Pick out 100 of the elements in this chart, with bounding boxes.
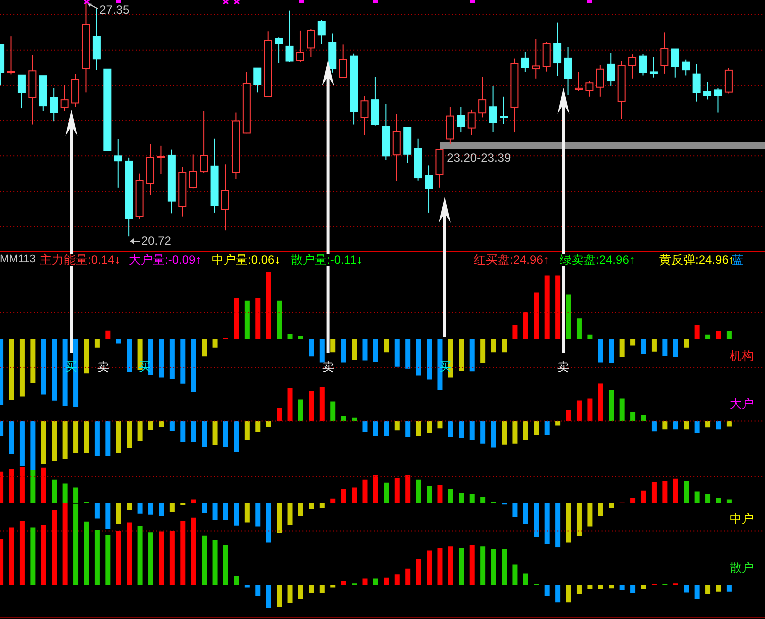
bar bbox=[706, 585, 711, 594]
bar bbox=[94, 503, 100, 519]
bar bbox=[256, 585, 261, 596]
bar bbox=[0, 472, 4, 504]
bar bbox=[202, 503, 208, 514]
annotation: 卖 bbox=[97, 360, 110, 374]
bar bbox=[223, 503, 228, 520]
bar bbox=[630, 585, 636, 594]
bar bbox=[576, 503, 582, 536]
bar bbox=[556, 276, 561, 339]
bar bbox=[384, 482, 390, 504]
candlestick bbox=[532, 38, 540, 80]
annotation: 20.72 bbox=[141, 234, 172, 248]
bar bbox=[148, 421, 154, 430]
bar bbox=[277, 503, 282, 533]
bar bbox=[459, 421, 464, 438]
bar bbox=[556, 503, 561, 548]
candlestick bbox=[360, 96, 369, 136]
bar bbox=[170, 421, 175, 432]
bar bbox=[159, 532, 164, 586]
bar bbox=[352, 418, 358, 422]
bar bbox=[470, 494, 475, 504]
candlestick bbox=[446, 106, 454, 145]
bar bbox=[662, 421, 668, 430]
bar bbox=[180, 521, 186, 586]
bar bbox=[706, 494, 711, 504]
candlestick bbox=[254, 68, 262, 94]
bar bbox=[502, 549, 508, 586]
bar bbox=[352, 488, 358, 504]
bar bbox=[52, 421, 58, 462]
bar bbox=[523, 503, 528, 524]
bar bbox=[320, 585, 325, 594]
bar bbox=[609, 339, 614, 364]
candlestick bbox=[564, 47, 572, 96]
bar bbox=[694, 492, 700, 504]
bar bbox=[106, 330, 111, 339]
bar bbox=[427, 550, 432, 586]
candlestick bbox=[114, 138, 122, 188]
bar bbox=[41, 421, 46, 464]
bar bbox=[491, 339, 496, 353]
bar bbox=[330, 339, 336, 353]
bar bbox=[212, 421, 218, 446]
band-label: 23.20-23.39 bbox=[447, 151, 512, 166]
bar bbox=[9, 528, 14, 586]
bar bbox=[620, 398, 625, 422]
bar bbox=[148, 339, 154, 376]
bar bbox=[373, 421, 378, 436]
bar bbox=[212, 503, 218, 520]
bar bbox=[266, 272, 272, 339]
bar bbox=[406, 568, 411, 586]
bar bbox=[652, 482, 657, 504]
bar bbox=[588, 585, 593, 590]
bar bbox=[609, 585, 614, 589]
bar bbox=[84, 421, 90, 454]
bar bbox=[662, 339, 668, 356]
bar bbox=[223, 544, 228, 586]
text: 绿卖盘:24.96↑ bbox=[560, 253, 636, 267]
candlestick bbox=[414, 138, 422, 182]
bar bbox=[320, 387, 325, 422]
bar bbox=[544, 503, 550, 544]
bar bbox=[598, 384, 604, 422]
candlestick bbox=[18, 74, 26, 110]
candlestick bbox=[457, 106, 466, 134]
bar bbox=[706, 421, 711, 428]
bar bbox=[373, 578, 378, 586]
bar bbox=[384, 421, 390, 436]
bar bbox=[491, 421, 496, 448]
bar bbox=[52, 339, 58, 401]
bar bbox=[448, 546, 454, 586]
bar bbox=[576, 318, 582, 339]
bar bbox=[534, 292, 540, 339]
bar bbox=[127, 339, 132, 372]
bar bbox=[341, 416, 346, 422]
bar bbox=[52, 480, 58, 504]
candlestick bbox=[221, 164, 230, 232]
bar bbox=[459, 339, 464, 371]
bar bbox=[620, 585, 625, 590]
bar bbox=[406, 339, 411, 369]
bar bbox=[309, 503, 314, 510]
bar bbox=[62, 484, 68, 504]
bar bbox=[459, 493, 464, 504]
bar bbox=[448, 421, 454, 438]
bar bbox=[298, 336, 304, 339]
candlestick bbox=[607, 53, 616, 86]
bar bbox=[341, 581, 346, 586]
bar bbox=[684, 481, 690, 504]
bar bbox=[138, 526, 143, 586]
bar bbox=[641, 585, 646, 590]
bar bbox=[362, 421, 368, 432]
bar bbox=[266, 421, 272, 428]
bar bbox=[566, 585, 572, 603]
bar bbox=[330, 402, 336, 422]
bar bbox=[320, 503, 325, 508]
bar bbox=[41, 468, 46, 504]
bar bbox=[202, 536, 208, 586]
candlestick bbox=[264, 31, 272, 98]
bar bbox=[191, 500, 196, 504]
bar bbox=[512, 421, 518, 444]
bar bbox=[448, 489, 454, 504]
candlestick bbox=[489, 86, 498, 134]
